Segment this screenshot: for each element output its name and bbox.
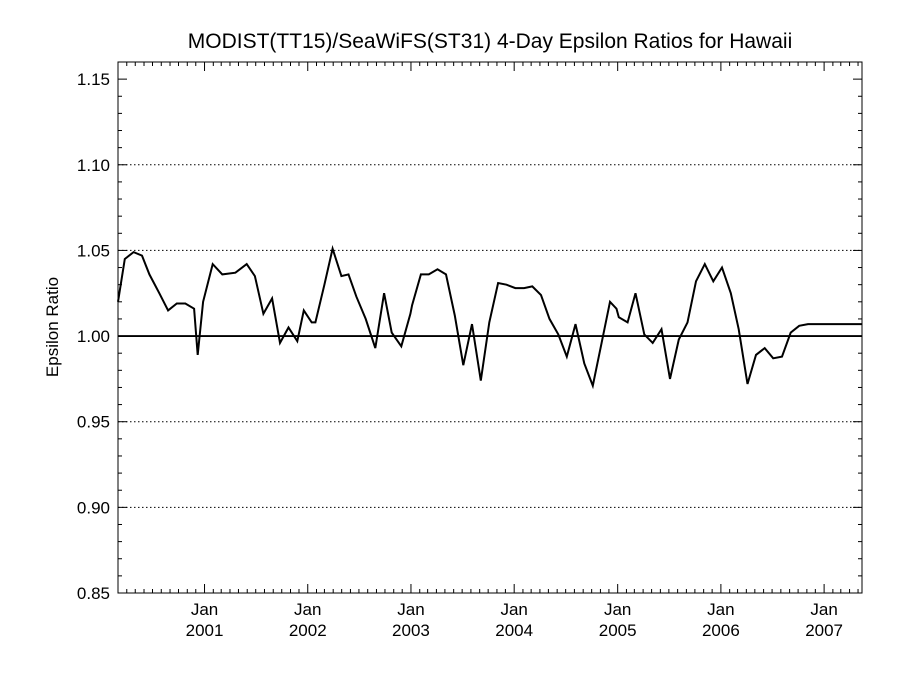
y-tick-label: 1.05 xyxy=(77,241,110,260)
plot-frame xyxy=(117,61,863,594)
x-tick-year-label: 2004 xyxy=(495,621,533,640)
series-layer xyxy=(117,244,862,390)
y-tick-label: 1.00 xyxy=(77,327,110,346)
x-tick-year-label: 2007 xyxy=(805,621,843,640)
x-tick-month-label: Jan xyxy=(191,600,218,619)
x-tick-year-label: 2003 xyxy=(392,621,430,640)
y-axis-label: Epsilon Ratio xyxy=(43,277,62,377)
series-line xyxy=(117,244,862,390)
chart-title: MODIST(TT15)/SeaWiFS(ST31) 4-Day Epsilon… xyxy=(188,30,792,53)
x-tick-month-label: Jan xyxy=(294,600,321,619)
x-tick-month-label: Jan xyxy=(397,600,424,619)
x-tick-year-label: 2005 xyxy=(599,621,637,640)
y-tick-label: 0.85 xyxy=(77,584,110,603)
y-tick-label: 1.15 xyxy=(77,70,110,89)
x-tick-month-label: Jan xyxy=(500,600,527,619)
y-tick-label: 1.10 xyxy=(77,156,110,175)
y-tick-label: 0.95 xyxy=(77,413,110,432)
x-tick-month-label: Jan xyxy=(707,600,734,619)
y-axis: 0.85 0.90 0.95 1.00 1.05 1.10 1.15 xyxy=(77,61,862,603)
x-axis: Jan 2001 Jan 2002 Jan 2003 Jan 2004 Jan 2005 Jan 20… xyxy=(117,62,859,640)
x-tick-month-label: Jan xyxy=(604,600,631,619)
x-tick-month-label: Jan xyxy=(810,600,837,619)
x-tick-year-label: 2006 xyxy=(702,621,740,640)
x-tick-year-label: 2001 xyxy=(186,621,224,640)
gridlines xyxy=(118,164,862,508)
x-tick-year-label: 2002 xyxy=(289,621,327,640)
y-tick-label: 0.90 xyxy=(77,498,110,517)
